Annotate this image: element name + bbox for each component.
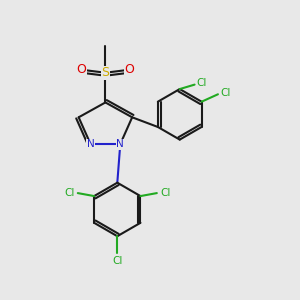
- Text: Cl: Cl: [220, 88, 231, 98]
- Text: Cl: Cl: [112, 256, 122, 266]
- Text: O: O: [77, 63, 87, 76]
- Text: Cl: Cl: [64, 188, 75, 198]
- Text: N: N: [116, 139, 124, 149]
- Text: Cl: Cl: [197, 78, 207, 88]
- Text: O: O: [124, 63, 134, 76]
- Text: S: S: [101, 66, 110, 79]
- Text: N: N: [87, 139, 94, 149]
- Text: Cl: Cl: [160, 188, 170, 198]
